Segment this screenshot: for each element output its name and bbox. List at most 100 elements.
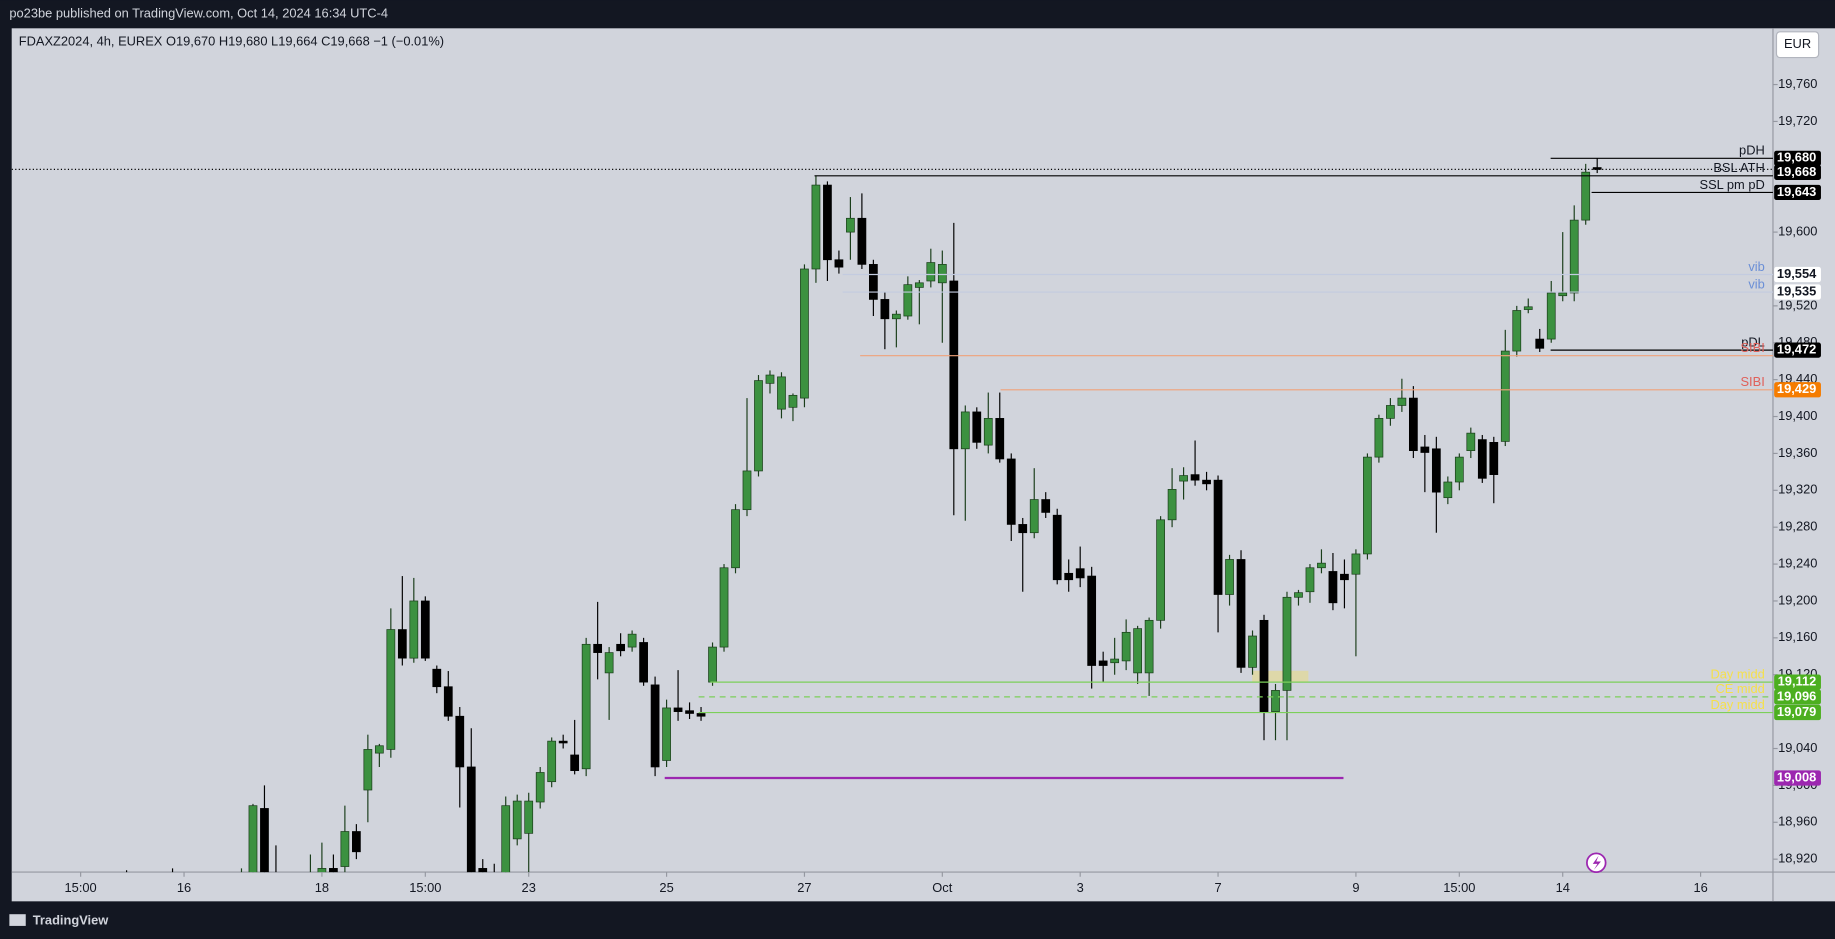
candle-body [926,262,936,282]
candle-body [937,264,947,284]
price-tag [1774,704,1821,721]
level-note: Day midd [1710,666,1764,681]
candle-body [363,749,373,791]
y-tick-label: 19,320 [1778,482,1817,497]
currency-label[interactable]: EUR [1784,36,1811,51]
candle-body [880,299,890,320]
level-note: CE midd [1715,681,1764,696]
candle-body [788,394,798,408]
candle-body [995,418,1005,460]
x-tick-label: 15:00 [65,880,97,895]
candle-body [512,800,522,840]
candle-body [777,376,786,410]
candle-body [1064,572,1074,581]
candle-body [1294,592,1303,598]
candle-body [1271,690,1280,712]
price-tag [1774,284,1821,300]
candle-body [1374,418,1384,458]
candle-body [478,868,488,873]
x-tick-label: 25 [659,880,673,895]
candle-body [1477,439,1487,479]
price-tag-label: 19,429 [1777,381,1816,396]
candle-body [800,268,809,399]
candle-body [616,643,625,652]
x-tick-label: 23 [522,880,536,895]
candle-body [455,715,465,768]
y-tick-label: 19,600 [1778,224,1817,239]
candle-body [1018,524,1028,534]
candle-body [1041,499,1051,513]
candle-body [604,652,614,674]
highlight-box [1252,670,1309,683]
candle-body [1535,338,1545,349]
candle-body [1052,514,1062,581]
level-note: pDL [1741,335,1765,350]
candle-body [340,831,350,867]
candle-body [1190,474,1200,481]
candle-body [1213,479,1223,595]
x-tick-label: 27 [797,880,811,895]
plot [11,157,1773,873]
candle-body [1110,658,1120,664]
candle-body [570,754,580,771]
candle-body [1500,350,1510,442]
y-tick-label: 19,400 [1778,408,1817,423]
x-tick-label: 15:00 [1443,880,1475,895]
candle-body [1328,571,1338,604]
candle-body [708,646,717,683]
candle-body [501,805,511,873]
candle-body [1317,562,1326,569]
level-note: vib [1748,259,1764,274]
price-tag [1774,674,1821,690]
x-tick-label: Oct [932,880,952,895]
price-tag-label: 19,112 [1778,674,1817,689]
price-tag [1774,689,1821,705]
candle-body [1546,292,1556,340]
level-note: vib [1748,276,1764,291]
candle-body [869,264,878,300]
price-tag [1774,382,1821,398]
currency-button[interactable] [1775,31,1820,59]
y-tick-label: 19,360 [1778,445,1817,460]
footer-brand: TradingView [33,913,110,928]
candle-body [719,567,729,648]
x-tick-label: 15:00 [409,880,441,895]
price-tag-label: 19,643 [1777,184,1816,199]
candle-body [352,831,361,853]
candle-body [248,805,258,873]
x-tick-label: 3 [1077,880,1084,895]
lightning-glyph [1592,855,1601,870]
price-tag-label: 19,668 [1777,164,1816,179]
y-tick-label: 18,920 [1778,851,1817,866]
candle-body [1179,475,1188,482]
candle-body [1397,397,1407,406]
candle-body [1340,573,1349,581]
price-tag [1774,770,1821,786]
x-tick-label: 14 [1556,880,1570,895]
candle-body [374,745,384,754]
price-tag-label: 19,096 [1777,688,1816,703]
candle-body [742,470,752,511]
price-tag [1774,342,1821,358]
candle-body [1431,448,1441,493]
candle-body [1225,559,1234,595]
level-note: BSL ATH [1713,160,1764,175]
candle-body [1144,619,1154,674]
candle-body [811,184,821,270]
candle-body [846,217,855,233]
level-note: Day midd [1710,697,1764,712]
candle-body [673,707,683,712]
candle-body [260,808,269,873]
y-tick-label: 19,040 [1778,740,1817,755]
candle-body [1248,635,1257,668]
candle-body [1466,432,1476,452]
candle-body [857,217,867,265]
candle-body [696,713,706,717]
x-tick-label: 18 [315,880,329,895]
x-tick-label: 7 [1214,880,1221,895]
y-tick-label: 19,520 [1778,297,1817,312]
candle-body [1581,171,1591,221]
candle-body [972,411,982,443]
candle-body [1454,456,1464,483]
candle-body [1259,619,1269,712]
